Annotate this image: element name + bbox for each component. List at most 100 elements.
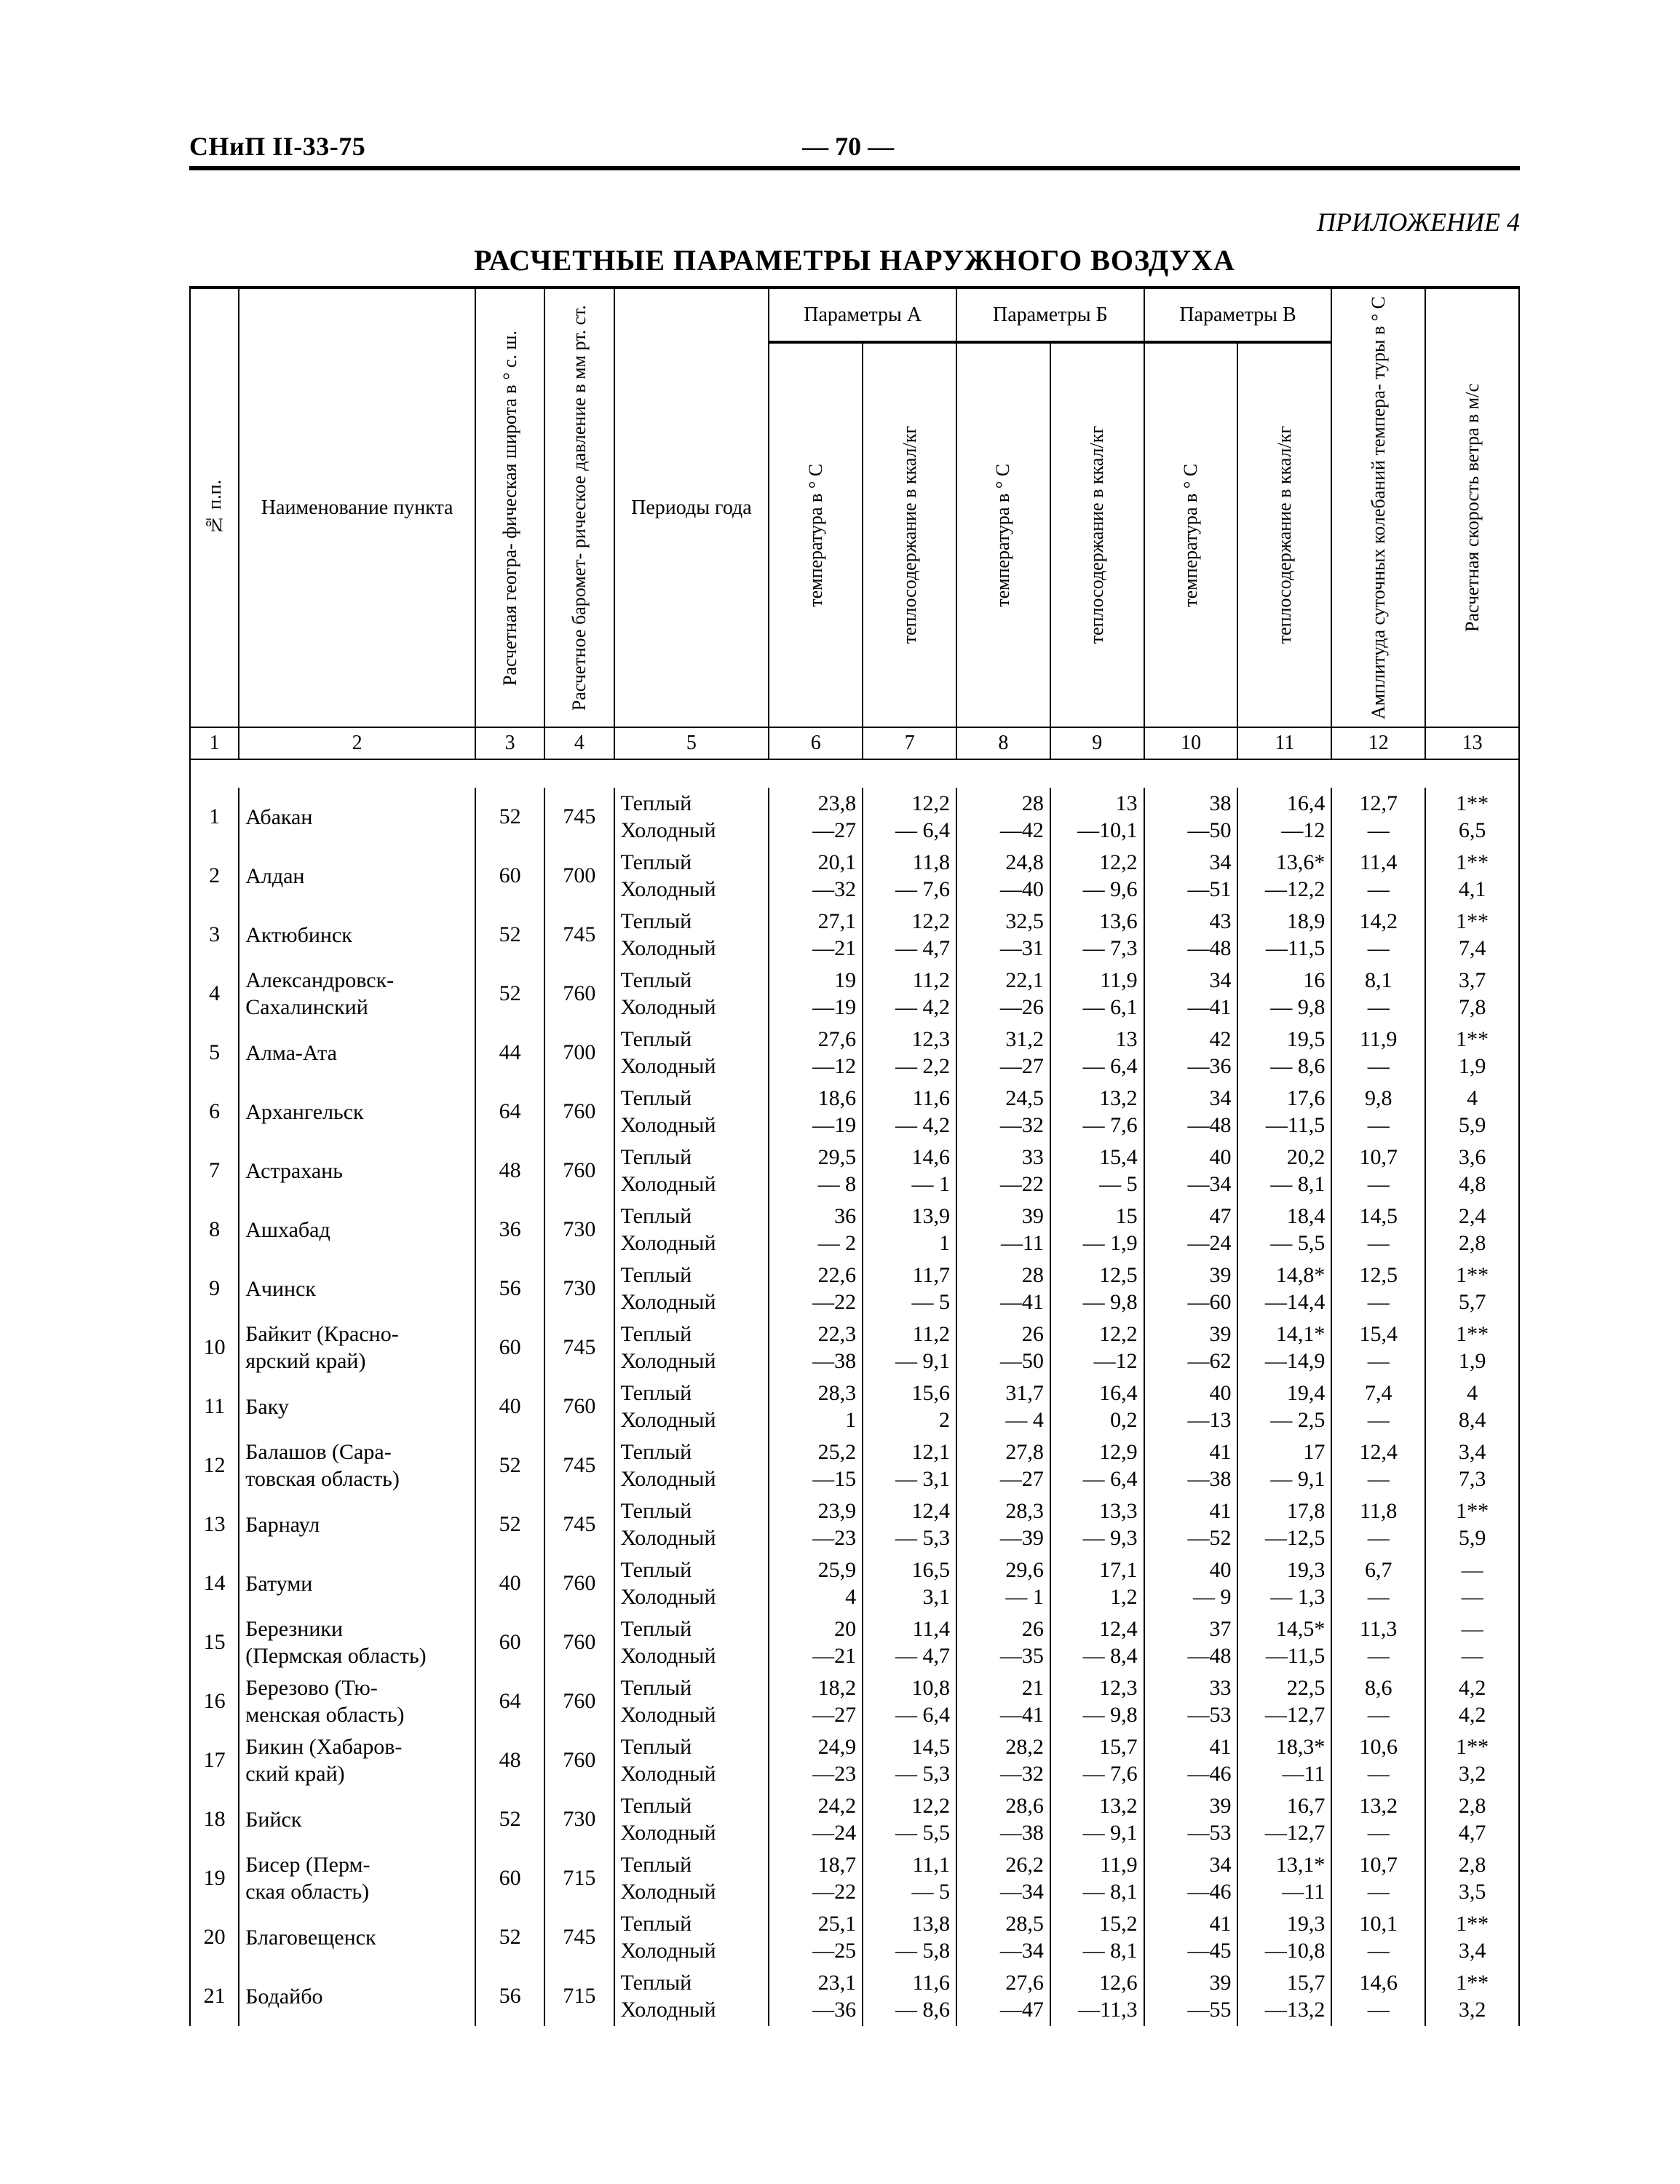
table-cell: 12,2— 6,4 (863, 788, 956, 847)
table-cell: ТеплыйХолодный (614, 1672, 769, 1731)
table-cell: Алдан (239, 847, 475, 906)
table-cell: 1**3,4 (1425, 1908, 1519, 1967)
table-cell: 7,4— (1331, 1377, 1425, 1436)
table-cell: 52 (475, 906, 544, 965)
table-cell: 6,7— (1331, 1554, 1425, 1613)
table-cell: 39—11 (956, 1200, 1050, 1259)
table-cell: Архангельск (239, 1083, 475, 1142)
colnum-12: 12 (1331, 727, 1425, 759)
table-cell: ТеплыйХолодный (614, 1142, 769, 1200)
col-group-v: Параметры В (1144, 288, 1332, 342)
table-cell: 745 (544, 1318, 614, 1377)
table-cell: 745 (544, 1908, 614, 1967)
col-name: Наименование пункта (239, 288, 475, 727)
table-cell: Батуми (239, 1554, 475, 1613)
page: СНиП II-33-75 — 70 — XXXXXXXXXX ПРИЛОЖЕН… (0, 0, 1680, 2184)
table-row: 4Александровск-Сахалинский52760ТеплыйХол… (190, 965, 1519, 1024)
table-cell: 17 (190, 1731, 239, 1790)
table-cell: 10,7— (1331, 1142, 1425, 1200)
table-cell: 39—60 (1144, 1259, 1238, 1318)
table-cell: 12,2— 4,7 (863, 906, 956, 965)
table-cell: 4 (190, 965, 239, 1024)
table-title: РАСЧЕТНЫЕ ПАРАМЕТРЫ НАРУЖНОГО ВОЗДУХА (189, 243, 1520, 277)
table-cell: 48 (475, 1731, 544, 1790)
table-cell: 12,2—12 (1050, 1318, 1144, 1377)
table-cell: —— (1425, 1613, 1519, 1672)
table-cell: Ашхабад (239, 1200, 475, 1259)
table-cell: 56 (475, 1967, 544, 2026)
table-cell: 715 (544, 1849, 614, 1908)
table-cell: 43—48 (1144, 906, 1238, 965)
table-cell: 16— 9,8 (1237, 965, 1331, 1024)
table-cell: 11,4— (1331, 847, 1425, 906)
table-cell: Березники(Пермская область) (239, 1613, 475, 1672)
table-row: 14Батуми40760ТеплыйХолодный25,9416,53,12… (190, 1554, 1519, 1613)
table-row: 10Байкит (Красно-ярский край)60745Теплый… (190, 1318, 1519, 1377)
table-cell: 41—52 (1144, 1495, 1238, 1554)
table-cell: Барнаул (239, 1495, 475, 1554)
table-cell: 36— 2 (769, 1200, 863, 1259)
table-cell: 730 (544, 1200, 614, 1259)
table-cell: 18,7—22 (769, 1849, 863, 1908)
colnum-9: 9 (1050, 727, 1144, 759)
colnum-10: 10 (1144, 727, 1238, 759)
table-cell: 34—46 (1144, 1849, 1238, 1908)
table-cell: 52 (475, 788, 544, 847)
table-cell: 12,3— 2,2 (863, 1024, 956, 1083)
table-cell: 3 (190, 906, 239, 965)
table-cell: ТеплыйХолодный (614, 1377, 769, 1436)
table-row: 11Баку40760ТеплыйХолодный28,3115,6231,7—… (190, 1377, 1519, 1436)
table-cell: 13,6— 7,3 (1050, 906, 1144, 965)
table-cell: 18,3*—11 (1237, 1731, 1331, 1790)
table-cell: 39—62 (1144, 1318, 1238, 1377)
colnum-11: 11 (1237, 727, 1331, 759)
table-cell: 13,6*—12,2 (1237, 847, 1331, 906)
table-cell: 12,2— 5,5 (863, 1790, 956, 1849)
table-cell: 7 (190, 1142, 239, 1200)
table-cell: 14,5*—11,5 (1237, 1613, 1331, 1672)
table-cell: 12 (190, 1436, 239, 1495)
table-cell: 31,7— 4 (956, 1377, 1050, 1436)
table-cell: ТеплыйХолодный (614, 1083, 769, 1142)
table-cell: 24,5—32 (956, 1083, 1050, 1142)
table-cell: 28,5—34 (956, 1908, 1050, 1967)
table-cell: 48 (475, 1142, 544, 1200)
table-row: 13Барнаул52745ТеплыйХолодный23,9—2312,4—… (190, 1495, 1519, 1554)
table-cell: 700 (544, 1024, 614, 1083)
table-cell: 11,2— 4,2 (863, 965, 956, 1024)
table-cell: 745 (544, 906, 614, 965)
column-number-row: 1 2 3 4 5 6 7 8 9 10 11 12 13 (190, 727, 1519, 759)
table-cell: 760 (544, 1613, 614, 1672)
table-cell: 15,2— 8,1 (1050, 1908, 1144, 1967)
table-cell: 12,6—11,3 (1050, 1967, 1144, 2026)
table-row: 7Астрахань48760ТеплыйХолодный29,5— 814,6… (190, 1142, 1519, 1200)
table-cell: 44 (475, 1024, 544, 1083)
table-cell: 760 (544, 1672, 614, 1731)
table-cell: 745 (544, 1495, 614, 1554)
table-cell: 15,4— 5 (1050, 1142, 1144, 1200)
table-cell: 15 (190, 1613, 239, 1672)
colnum-8: 8 (956, 727, 1050, 759)
table-cell: 25,1—25 (769, 1908, 863, 1967)
table-cell: 24,8—40 (956, 847, 1050, 906)
table-cell: 760 (544, 1554, 614, 1613)
table-cell: 15,7—13,2 (1237, 1967, 1331, 2026)
table-cell: 2,42,8 (1425, 1200, 1519, 1259)
table-cell: 22,1—26 (956, 965, 1050, 1024)
table-cell: 12,5— 9,8 (1050, 1259, 1144, 1318)
table-cell: Благовещенск (239, 1908, 475, 1967)
table-cell: 11,6— 4,2 (863, 1083, 956, 1142)
table-cell: 20 (190, 1908, 239, 1967)
table-cell: 41—38 (1144, 1436, 1238, 1495)
table-cell: 11,8— 7,6 (863, 847, 956, 906)
col-latitude: Расчетная геогра- фическая широта в ° с.… (475, 288, 544, 727)
table-cell: 1 (190, 788, 239, 847)
table-cell: 760 (544, 1731, 614, 1790)
table-cell: 20,1—32 (769, 847, 863, 906)
table-cell: 20—21 (769, 1613, 863, 1672)
table-cell: 11,8— (1331, 1495, 1425, 1554)
table-cell: 27,8—27 (956, 1436, 1050, 1495)
table-cell: 19,3— 1,3 (1237, 1554, 1331, 1613)
table-cell: 52 (475, 965, 544, 1024)
col-a-heat: теплосодержание в ккал/кг (863, 342, 956, 727)
